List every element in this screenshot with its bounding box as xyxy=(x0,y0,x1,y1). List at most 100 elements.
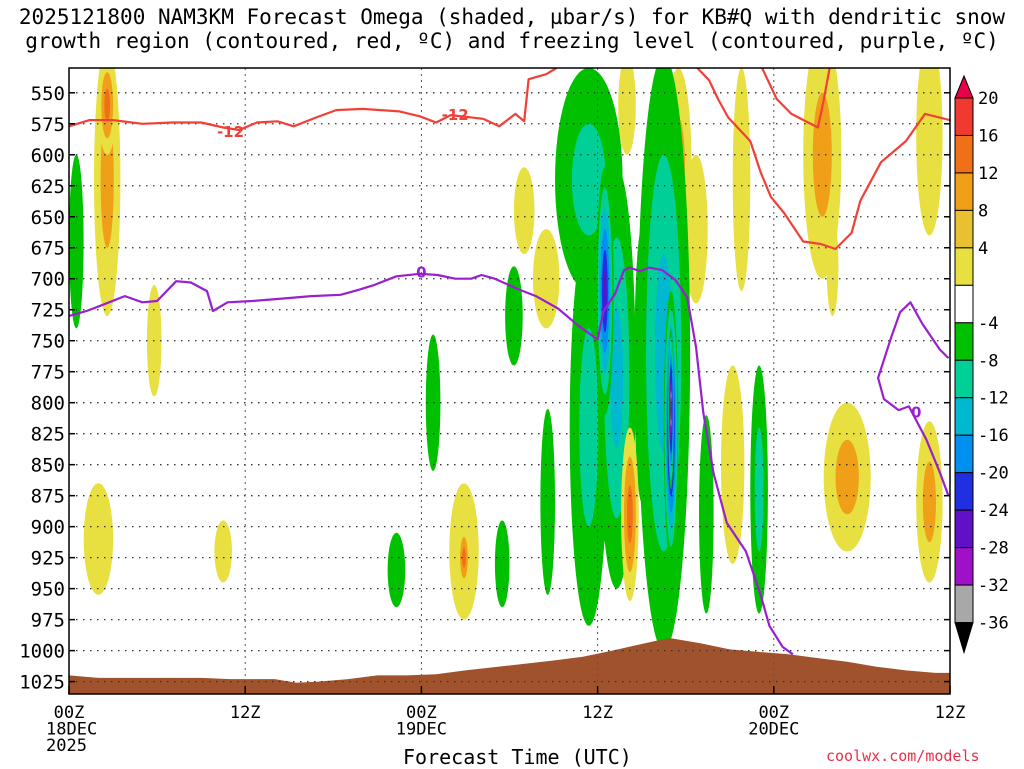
x-tick-label-0-0: 00Z xyxy=(54,703,85,723)
x-tick-label-24-0: 00Z xyxy=(406,703,437,723)
x-tick-label-0-2: 2025 xyxy=(46,736,87,756)
colorbar-label-4: 4 xyxy=(978,239,988,259)
colorbar-cell-12 xyxy=(954,509,974,549)
terrain-layer xyxy=(69,638,950,694)
chart-title-line-1: 2025121800 NAM3KM Forecast Omega (shaded… xyxy=(18,5,1006,29)
omega-blob-13-level-4 xyxy=(721,365,745,564)
y-tick-label-1000: 1000 xyxy=(19,641,65,663)
omega-blob-15-level--4 xyxy=(69,154,84,329)
colorbar-label--16: -16 xyxy=(978,426,1009,446)
omega-blob-27-level-8 xyxy=(835,439,859,515)
contour-minus12-segment-0 xyxy=(69,68,558,132)
omega-shading-layer xyxy=(69,68,943,651)
contour-freezing-label-1: 0 xyxy=(911,403,921,421)
colorbar-bottom-arrow xyxy=(954,622,974,655)
omega-blob-33-level--24 xyxy=(603,270,607,312)
y-tick-label-625: 625 xyxy=(31,176,65,198)
omega-blob-31-level-12 xyxy=(627,485,633,544)
omega-blob-20-level--8 xyxy=(579,328,599,527)
y-tick-label-675: 675 xyxy=(31,238,65,260)
terrain-fill xyxy=(69,638,950,694)
omega-blob-28-level-12 xyxy=(104,88,111,122)
colorbar-label--24: -24 xyxy=(978,501,1009,521)
contour-minus12-segment-1 xyxy=(696,68,950,251)
colorbar-cell-10 xyxy=(954,434,974,474)
omega-blob-6-level--4 xyxy=(494,520,510,608)
colorbar-label--28: -28 xyxy=(978,539,1009,559)
axes-layer: 550 575 600 625 650 675 700 725 750 775 800 825 850 8… xyxy=(19,67,966,756)
colorbar-cell-2 xyxy=(954,134,974,174)
y-tick-label-750: 750 xyxy=(31,331,65,353)
y-tick-label-875: 875 xyxy=(31,486,65,508)
colorbar-label--20: -20 xyxy=(978,464,1009,484)
contour-minus12-label-0: -12 xyxy=(217,123,244,141)
y-tick-label-775: 775 xyxy=(31,362,65,384)
colorbar-cell-3 xyxy=(954,172,974,211)
omega-blob-14-level-4 xyxy=(916,68,943,236)
colorbar-cell-9 xyxy=(954,397,974,436)
y-tick-label-550: 550 xyxy=(31,83,65,105)
omega-blob-30-level-12 xyxy=(462,547,466,568)
colorbar-cell-7 xyxy=(954,322,974,361)
x-tick-label-0-1: 18DEC xyxy=(46,720,97,740)
colorbar-cell-4 xyxy=(954,209,974,249)
omega-blob-17-level--4 xyxy=(540,408,555,595)
colorbar-label--4: -4 xyxy=(978,314,998,334)
y-tick-label-850: 850 xyxy=(31,455,65,477)
x-tick-label-12-0: 12Z xyxy=(230,703,261,723)
chart-title-line-2: growth region (contoured, red, ºC) and f… xyxy=(25,29,999,53)
y-tick-label-650: 650 xyxy=(31,207,65,229)
colorbar-label--8: -8 xyxy=(978,351,998,371)
contour-minus12-segment-2 xyxy=(761,68,831,129)
y-tick-label-825: 825 xyxy=(31,424,65,446)
x-tick-label-48-1: 20DEC xyxy=(748,720,799,740)
colorbar-label--12: -12 xyxy=(978,389,1009,409)
y-tick-label-800: 800 xyxy=(31,393,65,415)
colorbar: 20 16 12 8 4 -4 -8 -12 -16 -20 -24 -28 -32 -36 xyxy=(954,74,1009,655)
x-axis-title: Forecast Time (UTC) xyxy=(403,745,632,769)
plot-frame xyxy=(68,67,951,695)
grid-layer xyxy=(69,68,950,694)
colorbar-cell-14 xyxy=(954,584,974,624)
colorbar-cell-13 xyxy=(954,547,974,586)
x-tick-label-36-0: 12Z xyxy=(582,703,613,723)
omega-blob-12-level--4 xyxy=(699,415,714,614)
y-tick-label-1025: 1025 xyxy=(19,672,65,694)
colorbar-label-8: 8 xyxy=(978,201,988,221)
omega-blob-35-level--36 xyxy=(670,396,672,421)
colorbar-cell-8 xyxy=(954,359,974,399)
x-tick-label-24-1: 19DEC xyxy=(396,720,447,740)
x-tick-label-48-0: 00Z xyxy=(758,703,789,723)
colorbar-label-16: 16 xyxy=(978,126,998,146)
omega-blob-10-level-4 xyxy=(618,68,636,155)
y-tick-label-575: 575 xyxy=(31,114,65,136)
colorbar-cell-1 xyxy=(954,97,974,136)
omega-blob-24-level-8 xyxy=(812,92,832,217)
y-tick-label-950: 950 xyxy=(31,579,65,601)
colorbar-label-20: 20 xyxy=(978,89,998,109)
y-tick-label-925: 925 xyxy=(31,548,65,570)
contour-minus12-label-1: -12 xyxy=(442,106,469,124)
contour-freezing-label-0: 0 xyxy=(416,263,426,281)
colorbar-top-arrow xyxy=(954,74,974,99)
omega-blob-7-level--4 xyxy=(505,266,523,366)
y-tick-label-900: 900 xyxy=(31,517,65,539)
x-tick-label-60-0: 12Z xyxy=(935,703,966,723)
omega-blob-3-level-4 xyxy=(83,483,114,595)
colorbar-label--36: -36 xyxy=(978,614,1009,634)
colorbar-label-12: 12 xyxy=(978,164,998,184)
omega-blob-1-level-4 xyxy=(214,520,232,583)
colorbar-cell-11 xyxy=(954,472,974,511)
colorbar-label--32: -32 xyxy=(978,576,1009,596)
contour-freezing-segment-1 xyxy=(877,301,950,497)
omega-blob-8-level-4 xyxy=(513,167,535,255)
contour-freezing-segment-0 xyxy=(69,266,794,656)
omega-blob-22-level-8 xyxy=(922,461,937,543)
y-tick-label-975: 975 xyxy=(31,610,65,632)
omega-blob-26-level--8 xyxy=(754,427,764,552)
omega-blob-4-level--4 xyxy=(387,532,406,608)
contour-layer: -12 -12 0 0 xyxy=(69,68,950,656)
omega-blob-29-level--12 xyxy=(610,307,624,449)
colorbar-cell-6 xyxy=(954,284,974,324)
